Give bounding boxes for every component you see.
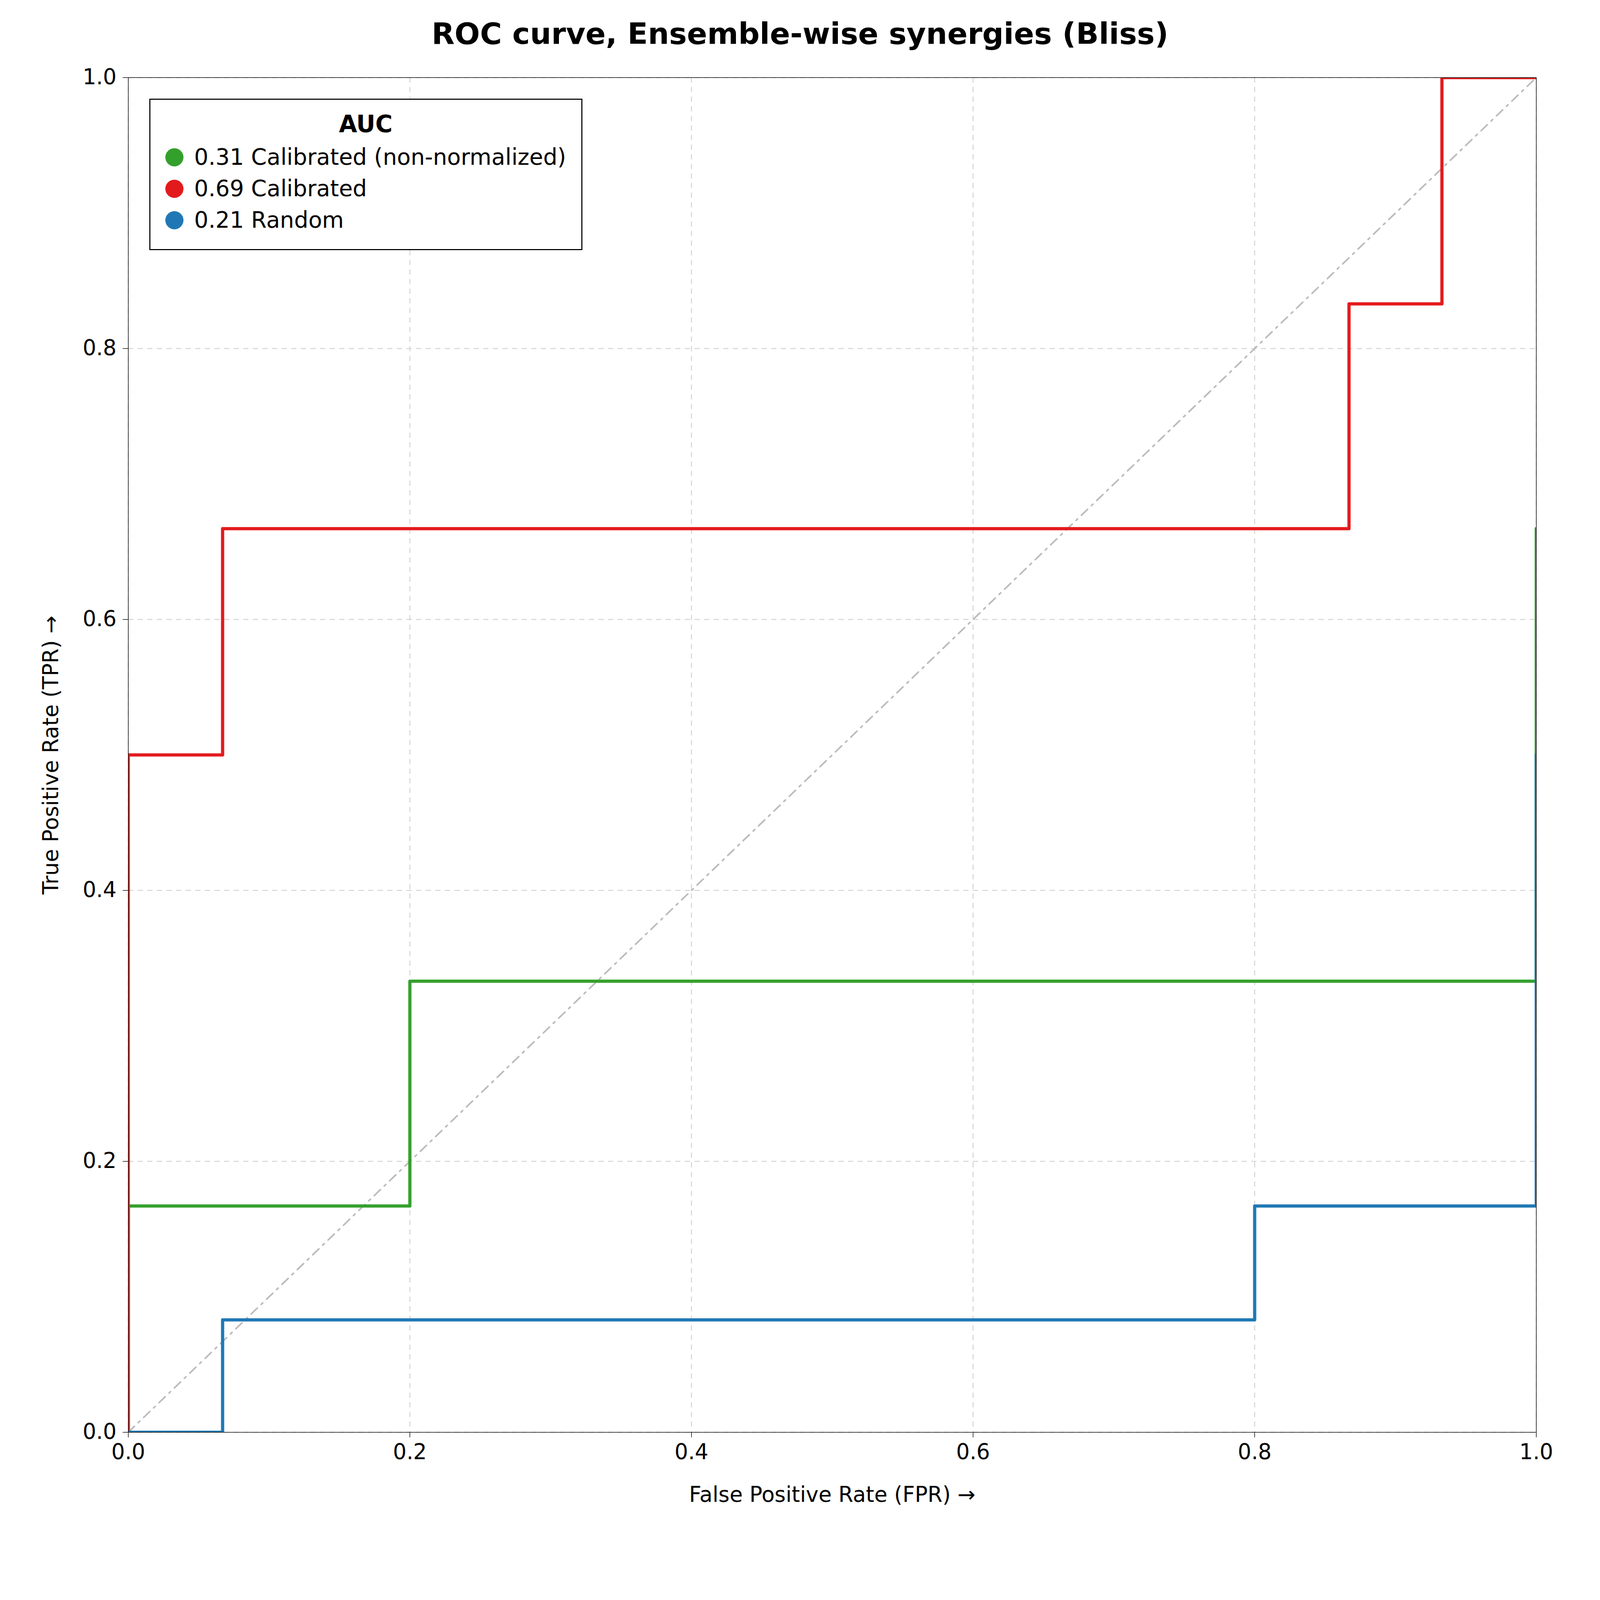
html-text:0.21 Random: 0.21 Random — [194, 206, 344, 234]
svg-text:1.0: 1.0 — [1519, 1439, 1554, 1464]
svg-text:0.2: 0.2 — [393, 1439, 428, 1464]
html-text:AUC: AUC — [338, 110, 393, 138]
svg-text:0.0: 0.0 — [111, 1439, 146, 1464]
svg-text:1.0: 1.0 — [82, 64, 117, 90]
html-text:0.69 Calibrated: 0.69 Calibrated — [194, 175, 367, 202]
html-text:0.31 Calibrated (non-normalize: 0.31 Calibrated (non-normalized) — [194, 144, 567, 171]
svg-text:0.6: 0.6 — [82, 606, 117, 631]
svg-text:0.8: 0.8 — [82, 335, 117, 360]
svg-text:True Positive Rate (TPR) →: True Positive Rate (TPR) → — [38, 615, 63, 895]
html-text:ROC curve, Ensemble-wise syner: ROC curve, Ensemble-wise synergies (Blis… — [431, 16, 1169, 51]
svg-text:0.4: 0.4 — [674, 1439, 709, 1464]
svg-text:0.2: 0.2 — [82, 1148, 117, 1173]
svg-text:0.6: 0.6 — [956, 1439, 991, 1464]
svg-text:False Positive Rate (FPR) →: False Positive Rate (FPR) → — [689, 1482, 976, 1507]
svg-text:0.0: 0.0 — [82, 1419, 117, 1444]
svg-text:0.8: 0.8 — [1237, 1439, 1272, 1464]
svg-text:0.4: 0.4 — [82, 877, 117, 902]
